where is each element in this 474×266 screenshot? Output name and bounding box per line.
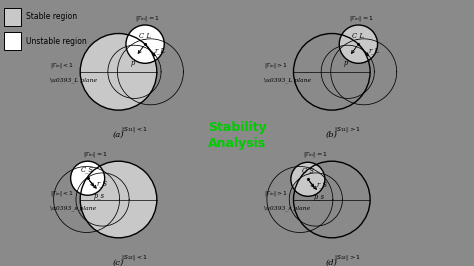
Bar: [4, 8, 21, 26]
Text: (b): (b): [326, 131, 338, 139]
Text: \u0393_L plane: \u0393_L plane: [50, 77, 97, 83]
Text: C_L: C_L: [352, 31, 365, 39]
Text: p: p: [344, 59, 348, 67]
Text: C_S: C_S: [81, 165, 94, 173]
Text: \u0393_s plane: \u0393_s plane: [50, 205, 97, 211]
Text: (a): (a): [113, 131, 124, 139]
Circle shape: [80, 161, 157, 238]
Text: \u0393_L plane: \u0393_L plane: [264, 77, 310, 83]
Text: C_L: C_L: [139, 31, 152, 39]
Circle shape: [126, 25, 164, 63]
Text: (d): (d): [326, 258, 338, 266]
Text: p_s: p_s: [314, 193, 325, 201]
Circle shape: [291, 162, 325, 196]
Text: $|\Gamma_{in}|<1$: $|\Gamma_{in}|<1$: [50, 189, 74, 198]
Text: $|\Gamma_{in}|<1$: $|\Gamma_{in}|<1$: [50, 61, 74, 70]
Text: p_s: p_s: [93, 192, 104, 200]
Text: (c): (c): [113, 258, 124, 266]
Text: Stability
Analysis: Stability Analysis: [208, 121, 266, 150]
Text: \u0393_s plane: \u0393_s plane: [264, 205, 310, 211]
Text: r_S: r_S: [97, 179, 108, 187]
Text: $|\Gamma_{in}|=1$: $|\Gamma_{in}|=1$: [83, 150, 108, 159]
Text: r_S: r_S: [317, 180, 328, 188]
Text: $|\Gamma_{in}|=1$: $|\Gamma_{in}|=1$: [135, 14, 160, 23]
Text: C_S: C_S: [301, 167, 314, 174]
Text: $|\Gamma_{in}|=1$: $|\Gamma_{in}|=1$: [303, 150, 328, 159]
Text: $|S_{11}|>1$: $|S_{11}|>1$: [334, 125, 361, 134]
Text: $|\Gamma_{in}|=1$: $|\Gamma_{in}|=1$: [348, 14, 374, 23]
Circle shape: [71, 161, 105, 195]
Bar: [4, 32, 21, 50]
Text: $|\Gamma_{in}|>1$: $|\Gamma_{in}|>1$: [264, 61, 288, 70]
Text: $|S_{22}|<1$: $|S_{22}|<1$: [121, 252, 148, 261]
Text: Stable region: Stable region: [26, 12, 77, 21]
Circle shape: [339, 25, 378, 63]
Circle shape: [80, 34, 157, 110]
Text: Unstable region: Unstable region: [26, 36, 86, 45]
Text: r_L: r_L: [368, 46, 379, 54]
Text: $|S_{22}|>1$: $|S_{22}|>1$: [334, 252, 361, 261]
Text: r_L: r_L: [155, 46, 166, 54]
Text: $|S_{11}|<1$: $|S_{11}|<1$: [121, 125, 148, 134]
Text: $|\Gamma_{in}|>1$: $|\Gamma_{in}|>1$: [264, 189, 288, 198]
Text: p: p: [131, 59, 135, 67]
